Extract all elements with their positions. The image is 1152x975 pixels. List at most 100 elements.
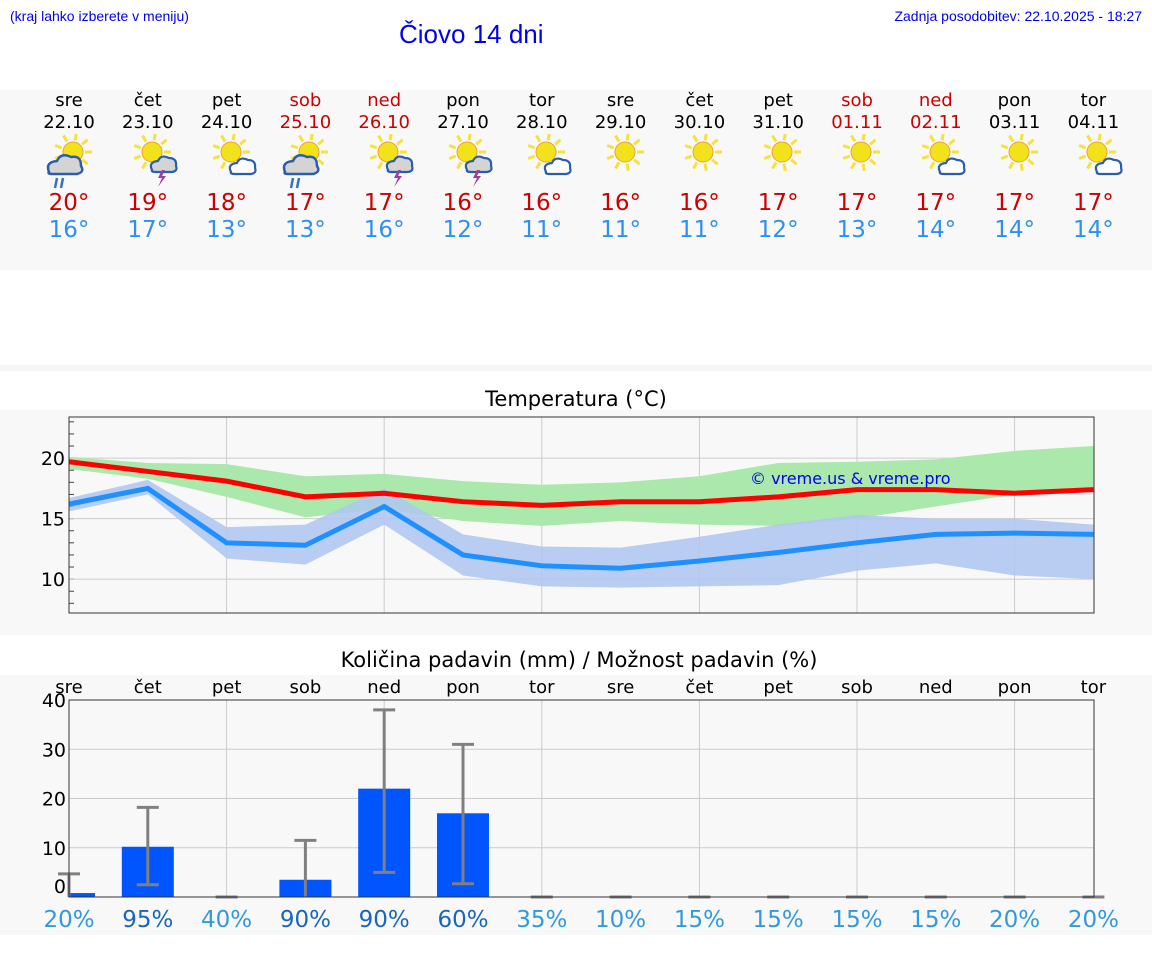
precip-probability: 35%: [516, 907, 567, 933]
day-column: tor 28.10 16° 11°: [503, 90, 581, 244]
day-date: 03.11: [988, 112, 1041, 133]
min-temp: 13°: [285, 217, 326, 243]
min-temp: 17°: [127, 217, 169, 243]
day-name: ned: [367, 90, 402, 111]
min-temp: 11°: [679, 217, 720, 243]
precip-probability: 90%: [280, 907, 331, 933]
precip-probability: 40%: [201, 907, 252, 933]
day-name: tor: [529, 90, 555, 111]
min-temp-band: [69, 479, 1094, 588]
day-date: 31.10: [752, 112, 804, 133]
sun-partly-cloudy-icon: [1054, 134, 1132, 190]
max-temp: 17°: [285, 190, 326, 216]
plot-frame: [68, 699, 1095, 898]
day-column: ned 02.11 17° 14°: [897, 90, 975, 244]
precip-probability: 90%: [359, 907, 410, 933]
sun-icon: [660, 134, 738, 190]
sun-cloud-rain-icon: [266, 134, 344, 190]
day-name: pon: [446, 90, 480, 111]
max-temp: 16°: [600, 190, 641, 216]
precip-probability: 20%: [1068, 907, 1119, 933]
day-name: pon: [997, 90, 1032, 111]
day-column: sre 22.10 20° 16°: [30, 90, 108, 244]
day-column: čet 30.10 16° 11°: [660, 90, 738, 244]
min-temp: 11°: [521, 217, 563, 243]
max-temp: 19°: [127, 190, 169, 216]
day-name: tor: [1080, 90, 1107, 111]
max-temp-line: [68, 459, 1094, 508]
max-temp: 18°: [206, 190, 247, 216]
day-date: 26.10: [358, 112, 410, 133]
y-tick-label: 40: [42, 690, 66, 712]
precip-probability: 15%: [674, 907, 725, 933]
day-date: 30.10: [673, 112, 726, 133]
y-tick-label: 20: [41, 448, 65, 470]
sun-cloud-thunder-icon: [109, 134, 187, 190]
day-column: sob 01.11 17° 13°: [818, 90, 896, 244]
y-tick-label: 15: [41, 509, 65, 531]
day-name: sre: [606, 90, 635, 111]
max-temp: 17°: [363, 190, 405, 216]
max-temp: 17°: [915, 190, 957, 216]
day-date: 29.10: [594, 112, 647, 133]
day-date: 01.11: [831, 112, 883, 133]
precip-probability: 10%: [595, 907, 646, 933]
day-column: pet 31.10 17° 12°: [739, 90, 817, 244]
divider: [0, 365, 1152, 371]
day-name: sre: [55, 90, 83, 111]
precip-probability: 15%: [910, 907, 961, 933]
max-temp: 17°: [1073, 190, 1114, 216]
precip-probability: 95%: [122, 907, 173, 933]
location-hint: (kraj lahko izberete v meniju): [10, 8, 189, 24]
x-day-label: pon: [998, 677, 1032, 698]
sun-icon: [818, 134, 896, 190]
min-temp: 13°: [206, 217, 247, 243]
sun-cloud-rain-icon: [30, 134, 108, 190]
x-day-label: sre: [55, 677, 82, 698]
min-temp: 12°: [757, 217, 799, 243]
day-column: čet 23.10 19° 17°: [109, 90, 187, 244]
max-temp: 16°: [442, 190, 484, 216]
day-name: pet: [211, 90, 242, 111]
max-temp: 17°: [994, 190, 1035, 216]
forecast-panel: sre 22.10 20° 16° čet 23.10 19° 17° pet 24…: [0, 90, 1152, 270]
max-temp: 16°: [521, 190, 563, 216]
min-temp: 14°: [915, 217, 957, 243]
y-tick-label: 0: [54, 876, 66, 898]
x-day-label: čet: [134, 677, 162, 698]
precipitation-chart-title: Količina padavin (mm) / Možnost padavin …: [340, 648, 818, 672]
x-day-label: tor: [1081, 677, 1107, 698]
day-name: sob: [841, 90, 873, 111]
sun-cloud-thunder-icon: [424, 134, 502, 190]
min-temp-line: [68, 485, 1094, 571]
temperature-chart-title: Temperatura (°C): [485, 387, 667, 411]
precip-probability: 15%: [831, 907, 882, 933]
day-name: ned: [918, 90, 953, 111]
x-day-label: čet: [685, 677, 713, 698]
x-day-label: sre: [607, 677, 634, 698]
sun-icon: [739, 134, 817, 190]
day-column: sre 29.10 16° 11°: [582, 90, 660, 244]
day-date: 04.11: [1067, 112, 1120, 133]
day-date: 25.10: [279, 112, 332, 133]
last-updated: Zadnja posodobitev: 22.10.2025 - 18:27: [894, 8, 1142, 24]
day-name: sob: [289, 90, 322, 111]
sun-partly-cloudy-icon: [897, 134, 975, 190]
min-temp: 14°: [1073, 217, 1114, 243]
x-day-label: ned: [919, 677, 953, 698]
precip-probability: 15%: [753, 907, 804, 933]
sun-partly-cloudy-icon: [188, 134, 266, 190]
min-temp: 11°: [600, 217, 641, 243]
page-title: Čiovo 14 dni: [399, 19, 544, 49]
min-temp: 14°: [994, 217, 1035, 243]
sun-icon: [582, 134, 660, 190]
day-date: 23.10: [122, 112, 174, 133]
sun-cloud-thunder-icon: [345, 134, 423, 190]
max-temp-band: [69, 446, 1094, 526]
day-name: čet: [133, 90, 162, 111]
y-tick-label: 20: [42, 789, 66, 811]
max-temp: 17°: [836, 190, 878, 216]
precip-probability: 60%: [437, 907, 488, 933]
min-temp: 16°: [363, 217, 405, 243]
